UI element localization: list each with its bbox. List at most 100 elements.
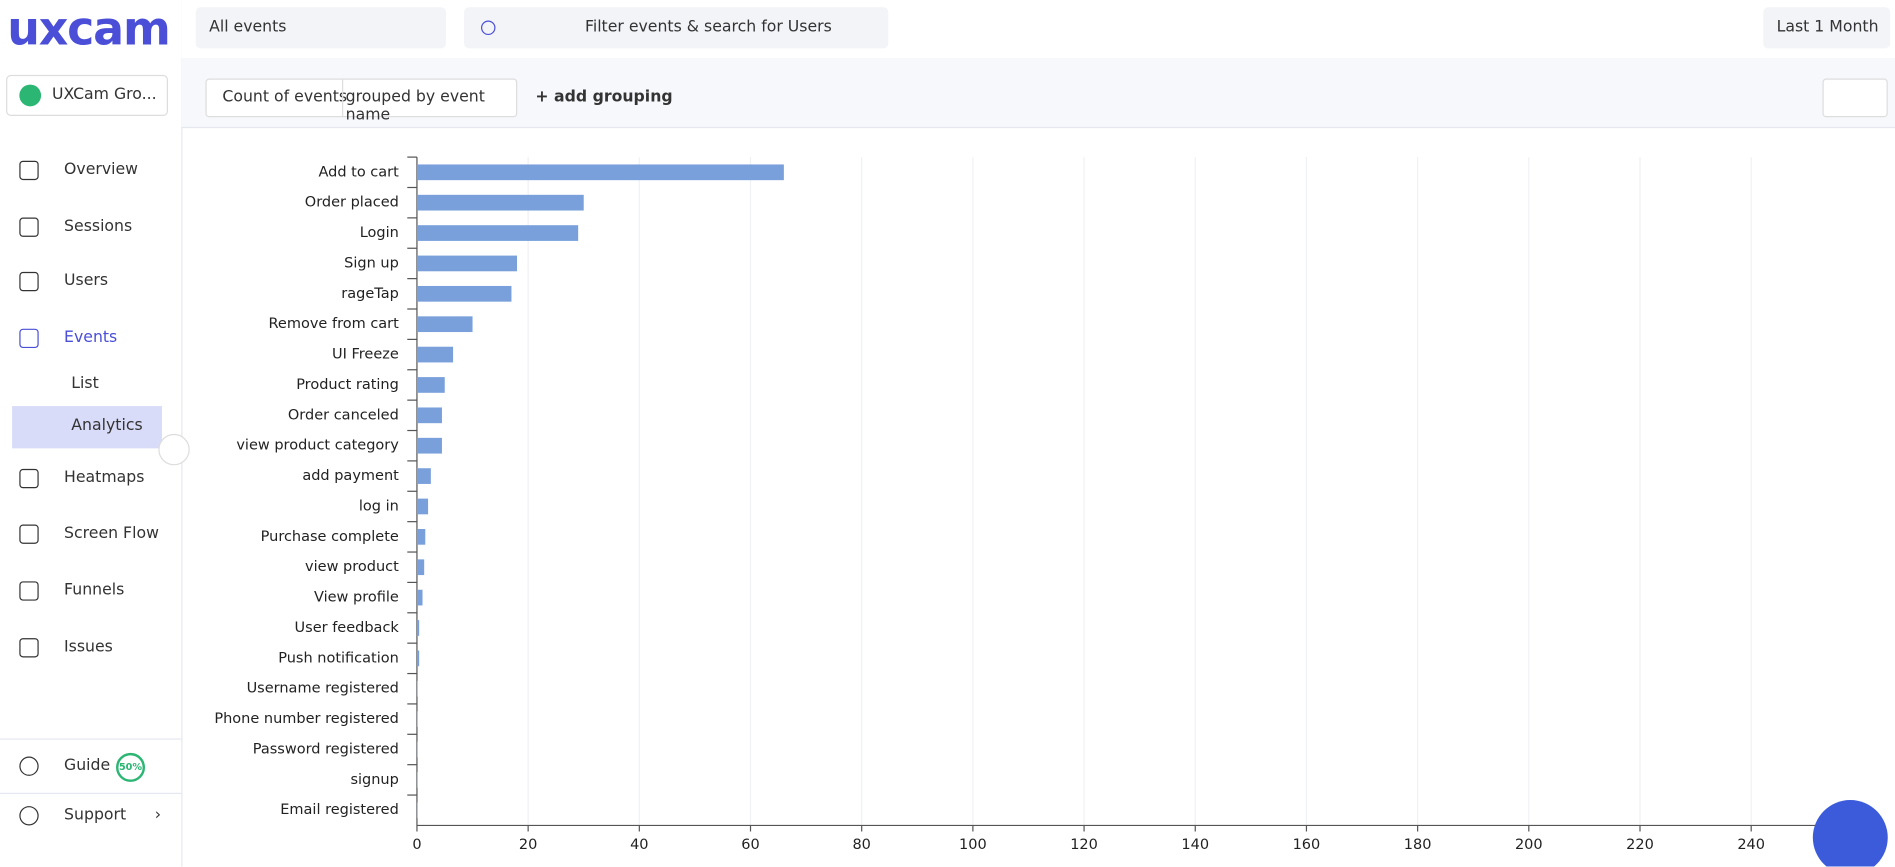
bar bbox=[416, 620, 420, 636]
bar bbox=[416, 528, 426, 545]
bar bbox=[416, 802, 418, 819]
bar bbox=[416, 711, 418, 727]
add-grouping[interactable]: + add grouping bbox=[535, 88, 673, 107]
nav-link[interactable]: Issues bbox=[64, 638, 113, 657]
search-box[interactable]: Filter events & search for Users bbox=[464, 7, 889, 49]
bar bbox=[416, 225, 579, 241]
y-tick-label: Add to cart bbox=[318, 164, 399, 180]
date-select-text: Last 1 Month bbox=[1776, 18, 1879, 37]
y-tick-label: View profile bbox=[314, 590, 399, 606]
nav-icon bbox=[19, 524, 39, 544]
chat-button[interactable] bbox=[1812, 800, 1888, 867]
y-tick-label: Order canceled bbox=[288, 407, 399, 423]
event-select-text: All events bbox=[209, 18, 287, 37]
y-tick-label: Username registered bbox=[247, 681, 399, 697]
chevron: › bbox=[154, 806, 161, 825]
y-tick-label: log in bbox=[359, 498, 399, 514]
x-tick-label: 240 bbox=[1737, 837, 1765, 853]
y-tick-label: Remove from cart bbox=[269, 316, 400, 332]
x-tick-label: 20 bbox=[519, 837, 537, 853]
bar bbox=[416, 285, 512, 302]
divider bbox=[342, 79, 344, 117]
nav-icon bbox=[19, 271, 39, 292]
bar bbox=[416, 316, 473, 333]
x-tick-label: 100 bbox=[959, 837, 987, 853]
x-tick-label: 200 bbox=[1515, 837, 1543, 853]
metric: Count of events bbox=[222, 88, 348, 107]
bar bbox=[416, 437, 442, 454]
nav-link[interactable]: Heatmaps bbox=[64, 468, 145, 488]
grouping: grouped by event name bbox=[345, 88, 485, 125]
support-link[interactable]: Support bbox=[64, 806, 127, 825]
nav-icon bbox=[19, 328, 39, 349]
nav-link[interactable]: Funnels bbox=[64, 581, 125, 600]
bar bbox=[416, 741, 418, 758]
bar bbox=[416, 650, 420, 667]
nav-icon bbox=[19, 217, 39, 237]
bar bbox=[416, 346, 454, 363]
nav-link[interactable]: Analytics bbox=[71, 416, 143, 436]
top-bar: All events Filter events & search for Us… bbox=[181, 0, 1895, 60]
x-tick-label: 180 bbox=[1404, 837, 1432, 853]
chart: 0 20 40 60 80 100 120 140 160 180 200 220 240 Add to … bbox=[214, 156, 1863, 853]
query-builder[interactable]: Count of events grouped by event name bbox=[205, 78, 518, 124]
y-tick-label: Purchase complete bbox=[261, 529, 399, 545]
nav-link[interactable]: Events bbox=[64, 328, 118, 347]
y-tick-label: Email registered bbox=[280, 802, 399, 818]
event-select[interactable]: All events bbox=[195, 7, 446, 49]
bar bbox=[416, 559, 425, 576]
y-tick-label: Push notification bbox=[278, 650, 399, 666]
x-tick-label: 220 bbox=[1626, 837, 1654, 853]
bar bbox=[416, 194, 584, 211]
y-tick-label: add payment bbox=[302, 468, 399, 484]
x-tick-label: 160 bbox=[1293, 837, 1321, 853]
bar bbox=[416, 164, 784, 181]
bar bbox=[416, 498, 429, 515]
nav-icon bbox=[19, 160, 39, 181]
y-tick-label: Phone number registered bbox=[214, 711, 398, 727]
workspace-button[interactable]: UXCam Gro... bbox=[6, 74, 168, 117]
nav-icon bbox=[19, 581, 39, 601]
x-tick-label: 80 bbox=[852, 837, 870, 853]
support-icon bbox=[19, 806, 39, 826]
x-tick-label: 140 bbox=[1181, 837, 1209, 853]
y-tick-label: view product bbox=[305, 559, 399, 575]
nav-icon bbox=[19, 468, 39, 489]
collapse-button[interactable] bbox=[158, 433, 190, 466]
divider bbox=[0, 792, 182, 795]
date-select[interactable]: Last 1 Month bbox=[1763, 7, 1891, 49]
search-icon bbox=[481, 20, 496, 36]
nav-link[interactable]: List bbox=[71, 374, 99, 393]
logo: uxcam bbox=[7, 2, 171, 56]
search-placeholder: Filter events & search for Users bbox=[584, 18, 832, 37]
nav-link[interactable]: Overview bbox=[64, 160, 139, 179]
y-tick-label: User feedback bbox=[295, 620, 400, 636]
workspace-icon bbox=[19, 84, 42, 107]
bar bbox=[416, 377, 445, 393]
bar bbox=[416, 772, 418, 788]
bar bbox=[416, 680, 418, 697]
nav-link[interactable]: Sessions bbox=[64, 217, 133, 236]
x-tick-label: 0 bbox=[412, 837, 421, 853]
nav-icon bbox=[19, 638, 39, 658]
guide-link[interactable]: Guide bbox=[64, 756, 111, 775]
nav-active bbox=[12, 406, 162, 449]
chart-type-button[interactable] bbox=[1822, 78, 1888, 118]
guide-icon bbox=[19, 756, 39, 776]
bar bbox=[416, 589, 423, 606]
workspace-name: UXCam Gro... bbox=[51, 85, 157, 104]
y-tick-label: rageTap bbox=[341, 286, 399, 302]
sidebar: uxcam UXCam Gro... Overview Sessions Users… bbox=[0, 0, 190, 867]
y-tick-label: Login bbox=[360, 225, 399, 241]
y-tick-label: signup bbox=[350, 772, 398, 788]
query-bar: Count of events grouped by event name + … bbox=[181, 58, 1895, 129]
x-tick-label: 120 bbox=[1070, 837, 1098, 853]
bar bbox=[416, 255, 518, 272]
nav-link[interactable]: Users bbox=[64, 271, 109, 291]
y-tick-label: UI Freeze bbox=[332, 347, 399, 363]
x-tick-label: 60 bbox=[741, 837, 759, 853]
y-tick-label: Password registered bbox=[253, 741, 399, 757]
bar bbox=[416, 468, 431, 484]
nav-link[interactable]: Screen Flow bbox=[64, 524, 159, 543]
